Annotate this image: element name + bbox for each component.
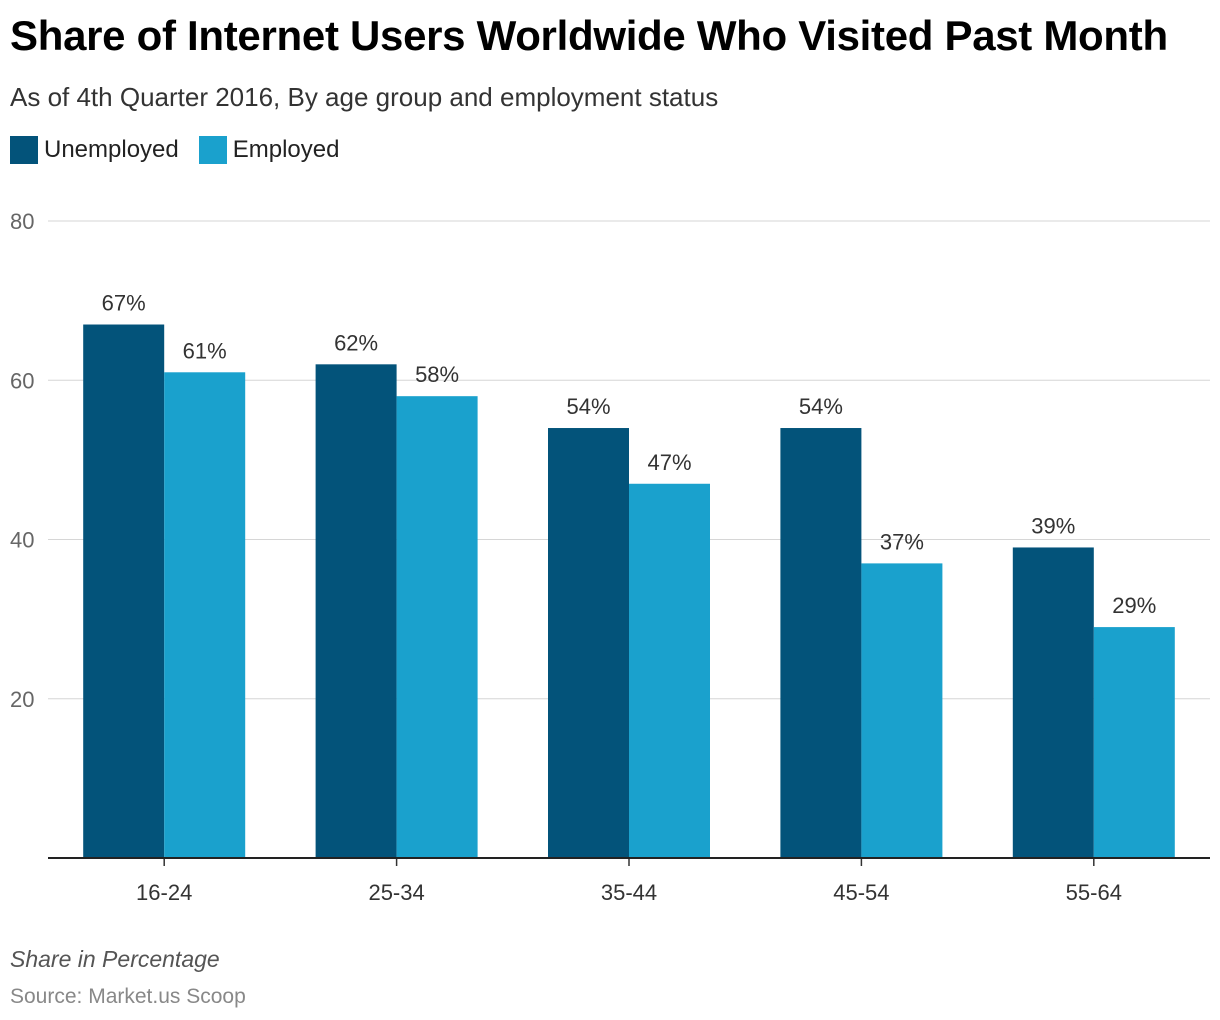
data-label: 47% [647, 450, 691, 475]
legend-item-employed: Employed [198, 136, 340, 164]
data-label: 29% [1112, 593, 1156, 618]
x-tick-label: 55-64 [1066, 880, 1122, 905]
data-label: 54% [566, 394, 610, 419]
data-label: 37% [880, 529, 924, 554]
x-tick-label: 25-34 [368, 880, 424, 905]
bar [1012, 547, 1094, 858]
data-label: 39% [1031, 513, 1075, 538]
legend-label: Employed [232, 136, 340, 163]
x-tick-label: 16-24 [136, 880, 192, 905]
data-label: 54% [799, 394, 843, 419]
chart-source: Source: Market.us Scoop [10, 985, 246, 1008]
bar [83, 324, 165, 858]
legend-label: Unemployed [44, 136, 179, 163]
data-label: 58% [415, 362, 459, 387]
y-tick-label: 40 [10, 528, 34, 553]
bar [396, 396, 478, 858]
chart-subtitle: As of 4th Quarter 2016, By age group and… [10, 82, 719, 112]
bar [780, 428, 862, 858]
data-label: 61% [183, 338, 227, 363]
data-label: 62% [334, 330, 378, 355]
y-tick-label: 60 [10, 368, 34, 393]
legend-item-unemployed: Unemployed [10, 136, 179, 164]
chart-note: Share in Percentage [10, 946, 220, 972]
x-tick-label: 35-44 [601, 880, 657, 905]
bar [861, 563, 943, 858]
y-tick-label: 80 [10, 209, 34, 234]
data-label: 67% [102, 291, 146, 316]
y-tick-label: 20 [10, 687, 34, 712]
chart-title: Share of Internet Users Worldwide Who Vi… [10, 12, 1168, 59]
x-tick-label: 45-54 [833, 880, 889, 905]
bar [1093, 627, 1175, 858]
bar [629, 483, 710, 858]
bar [548, 428, 629, 858]
bar [315, 364, 397, 858]
legend-swatch [198, 136, 227, 164]
bar [164, 372, 246, 858]
legend: Unemployed Employed [10, 136, 359, 164]
legend-swatch [10, 136, 38, 164]
